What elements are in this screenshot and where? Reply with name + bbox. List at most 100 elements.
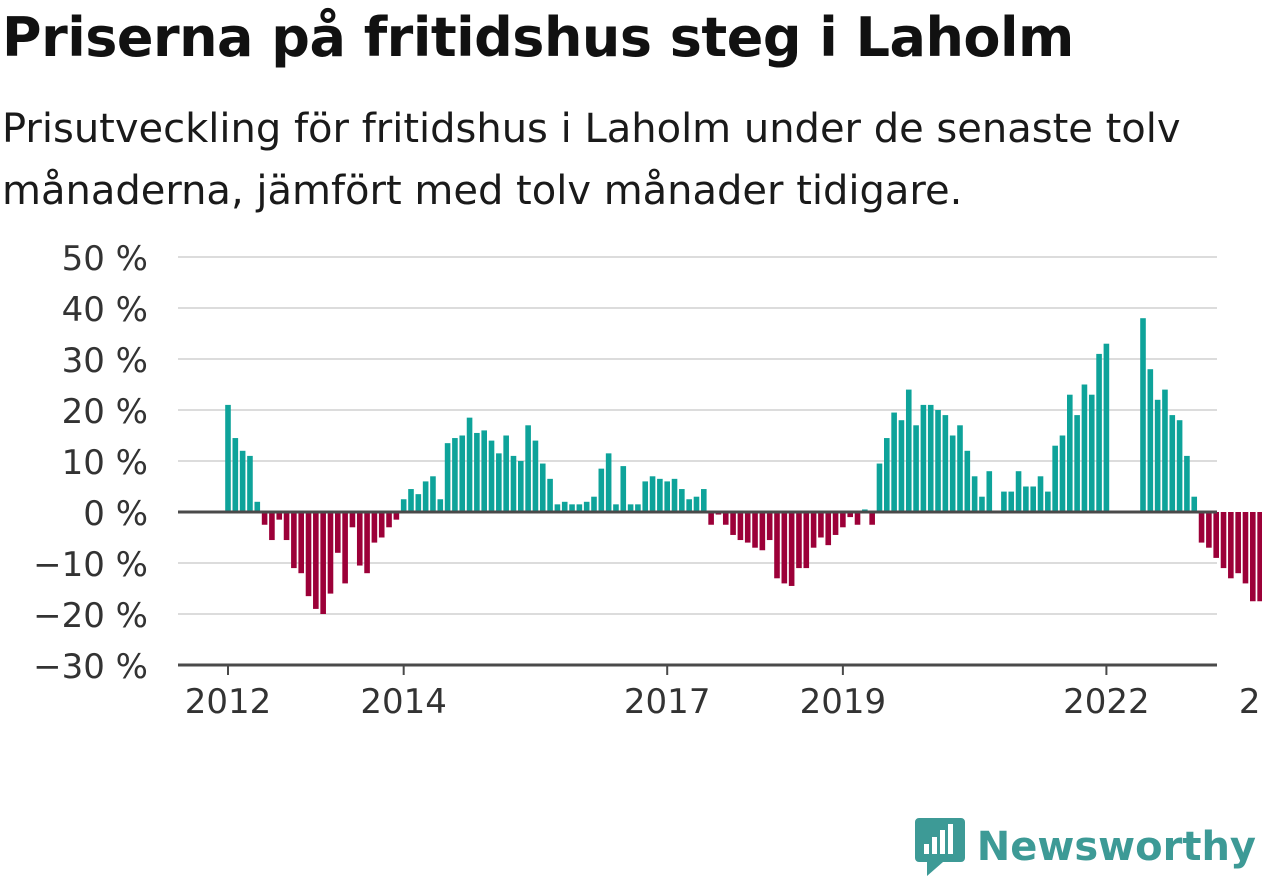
bar xyxy=(854,512,861,525)
bar xyxy=(774,512,780,579)
bar xyxy=(1154,399,1161,512)
bar xyxy=(1037,476,1044,512)
bar xyxy=(386,512,392,528)
bar xyxy=(298,512,304,574)
bar xyxy=(920,404,927,512)
bar xyxy=(364,512,370,574)
bar xyxy=(291,512,297,569)
bar xyxy=(876,463,883,512)
bar xyxy=(942,415,949,512)
bar xyxy=(1088,394,1095,512)
bar xyxy=(1228,512,1234,579)
bar xyxy=(481,430,487,512)
bar xyxy=(905,389,912,512)
bar xyxy=(810,512,817,548)
bar xyxy=(605,453,612,512)
x-tick-label: 2012 xyxy=(185,682,272,722)
bar xyxy=(547,478,553,512)
bar xyxy=(1169,415,1176,512)
bar xyxy=(722,512,729,525)
bar xyxy=(276,512,283,520)
bar xyxy=(1030,486,1036,512)
bar xyxy=(1103,343,1110,512)
bar xyxy=(598,468,605,512)
newsworthy-logo-icon xyxy=(914,818,965,876)
bar xyxy=(686,499,692,512)
bar xyxy=(247,455,253,512)
bar xyxy=(371,512,378,543)
bar xyxy=(1250,512,1256,602)
bar xyxy=(679,489,685,512)
bar xyxy=(1008,491,1015,512)
y-tick-label: 10 % xyxy=(62,443,148,483)
bar xyxy=(518,461,524,512)
bar xyxy=(422,481,429,512)
bar xyxy=(554,504,561,512)
bar xyxy=(891,412,897,512)
bar xyxy=(1206,512,1212,548)
y-tick-label: −10 % xyxy=(33,545,148,585)
y-tick-label: 30 % xyxy=(62,341,148,381)
bar xyxy=(979,496,985,512)
bar xyxy=(781,512,788,584)
bar xyxy=(627,504,634,512)
x-tick-label: 2024 xyxy=(1239,682,1262,722)
bar xyxy=(349,512,356,528)
grid-lines xyxy=(178,256,1217,615)
bar xyxy=(744,512,751,543)
bar xyxy=(898,420,905,512)
axis-labels: 50 % 40 % 30 % 20 % 10 % 0 % −10 % −20 % −30 % 20… xyxy=(33,239,1262,722)
bar xyxy=(818,512,824,538)
bar xyxy=(583,501,590,512)
bar xyxy=(1176,420,1183,512)
newsworthy-brand: Newsworthy xyxy=(914,818,1256,876)
bar xyxy=(1140,318,1146,512)
bar xyxy=(393,512,400,520)
bar xyxy=(1147,369,1154,512)
bar xyxy=(693,496,700,512)
bar xyxy=(986,471,993,512)
bar xyxy=(254,501,261,512)
bar xyxy=(415,494,422,512)
bar xyxy=(635,504,641,512)
bar xyxy=(957,425,963,512)
bar xyxy=(1242,512,1249,584)
x-tick-label: 2022 xyxy=(1063,682,1150,722)
bar xyxy=(766,512,773,541)
bar xyxy=(1184,455,1190,512)
bar xyxy=(378,512,385,538)
bar-chart: 50 % 40 % 30 % 20 % 10 % 0 % −10 % −20 % −30 % 20… xyxy=(33,239,1262,722)
bars xyxy=(225,318,1262,614)
bar xyxy=(949,435,956,512)
bar xyxy=(569,504,575,512)
bar xyxy=(466,417,473,512)
bar xyxy=(459,435,466,512)
bar xyxy=(539,463,546,512)
bar xyxy=(1213,512,1219,558)
bar xyxy=(313,512,319,609)
bar xyxy=(825,512,832,546)
bar xyxy=(488,440,495,512)
bar xyxy=(561,501,568,512)
bar xyxy=(305,512,312,597)
y-tick-label: 40 % xyxy=(62,290,148,330)
axes xyxy=(178,510,1217,675)
x-tick-label: 2019 xyxy=(800,682,887,722)
bar xyxy=(335,512,341,553)
y-tick-label: 0 % xyxy=(83,494,148,534)
bar xyxy=(737,512,744,541)
bar xyxy=(437,499,444,512)
bar xyxy=(730,512,736,535)
bar xyxy=(971,476,978,512)
bar xyxy=(400,499,407,512)
bar xyxy=(1220,512,1227,569)
chart-subtitle: Prisutveckling för fritidshus i Laholm u… xyxy=(2,106,1181,214)
bar xyxy=(671,478,678,512)
bar xyxy=(964,450,971,512)
bar xyxy=(496,453,502,512)
y-tick-label: −20 % xyxy=(33,596,148,636)
bar xyxy=(1052,445,1058,512)
bar xyxy=(935,410,941,512)
chart-title: Priserna på fritidshus steg i Laholm xyxy=(2,6,1074,69)
bar xyxy=(503,435,509,512)
